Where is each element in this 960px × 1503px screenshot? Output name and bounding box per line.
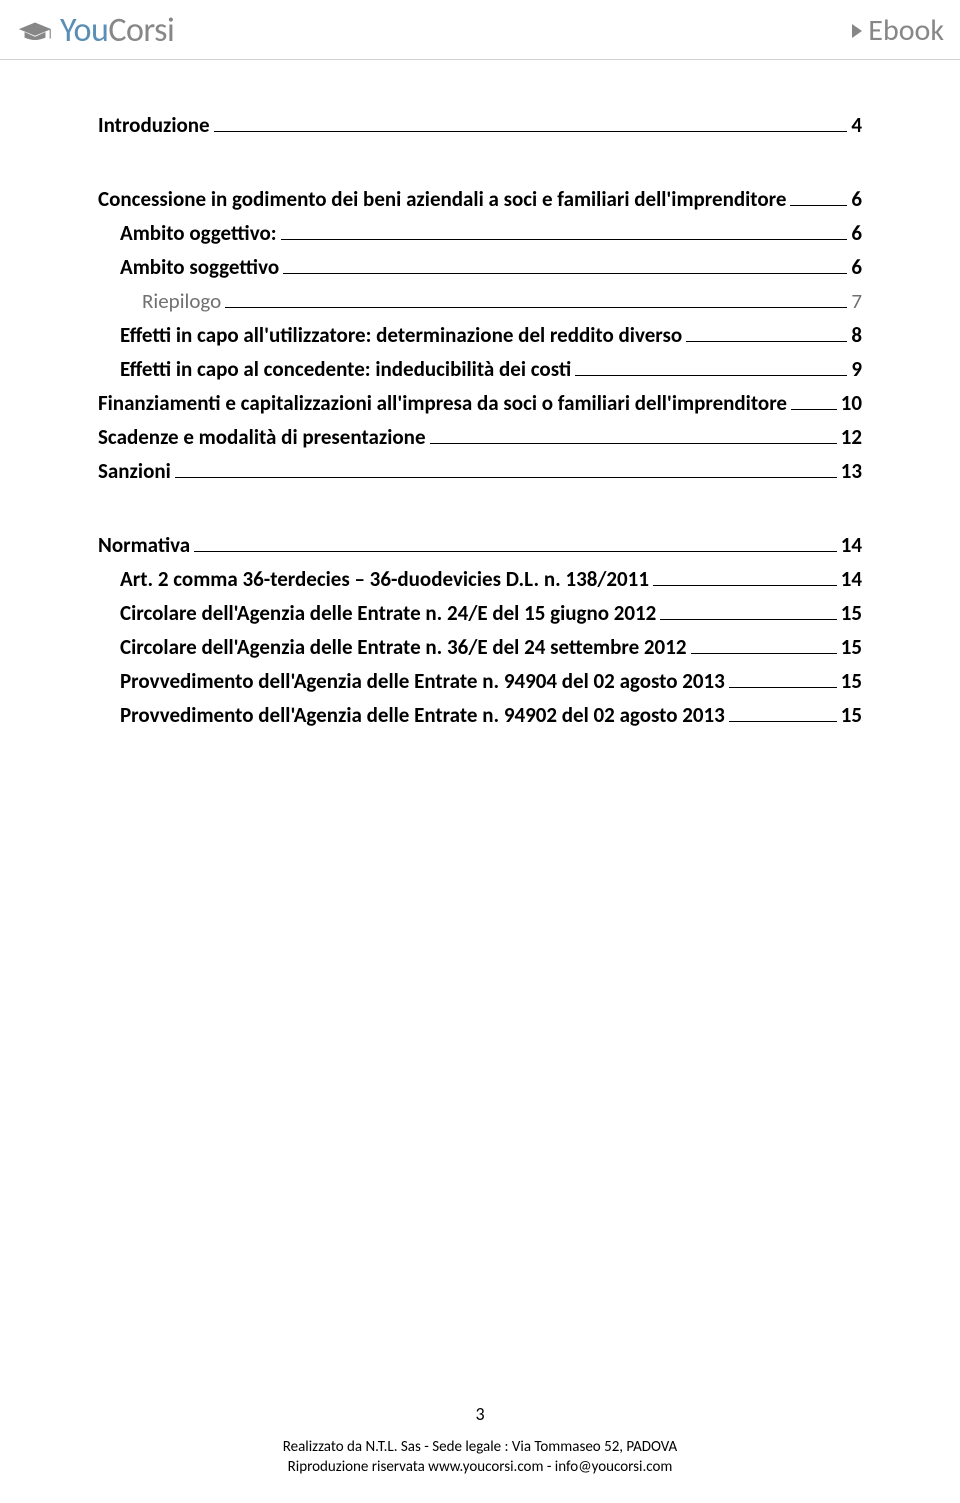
logo-text-you: You [60,10,108,51]
toc-row: Ambito soggettivo 6 [98,254,862,280]
toc-row: Effetti in capo al concedente: indeducib… [98,356,862,382]
logo: YouCorsi [16,10,174,51]
toc-page-number: 6 [851,220,862,246]
toc-row: Scadenze e modalità di presentazione 12 [98,424,862,450]
toc-label: Concessione in godimento dei beni aziend… [98,186,786,212]
toc-row: Circolare dell'Agenzia delle Entrate n. … [98,634,862,660]
toc-leader-line [729,721,837,722]
ebook-label-group: Ebook [852,12,944,49]
page-header: YouCorsi Ebook [0,0,960,60]
toc-page-number: 15 [841,600,862,626]
toc-row: Concessione in godimento dei beni aziend… [98,186,862,212]
toc-leader-line [686,341,847,342]
toc-row: Ambito oggettivo: 6 [98,220,862,246]
ebook-label: Ebook [868,12,944,49]
toc-label: Introduzione [98,112,210,138]
graduation-cap-icon [16,19,54,43]
toc-content: Introduzione 4 Concessione in godimento de… [0,60,960,728]
toc-label: Ambito oggettivo: [120,220,277,246]
toc-page-number: 10 [841,390,862,416]
toc-page-number: 14 [841,532,862,558]
toc-row: Riepilogo 7 [98,288,862,314]
toc-row: Art. 2 comma 36-terdecies – 36-duodevici… [98,566,862,592]
toc-page-number: 15 [841,702,862,728]
footer-line1: Realizzato da N.T.L. Sas - Sede legale :… [0,1437,960,1457]
toc-leader-line [194,551,837,552]
toc-leader-line [691,653,837,654]
toc-leader-line [791,409,837,410]
toc-label: Sanzioni [98,458,171,484]
toc-leader-line [225,307,847,308]
toc-label: Circolare dell'Agenzia delle Entrate n. … [120,634,687,660]
toc-label: Provvedimento dell'Agenzia delle Entrate… [120,702,725,728]
toc-page-number: 15 [841,668,862,694]
toc-page-number: 4 [851,112,862,138]
toc-page-number: 12 [841,424,862,450]
toc-page-number: 14 [841,566,862,592]
toc-label: Normativa [98,532,190,558]
logo-text: YouCorsi [60,10,174,51]
toc-row: Introduzione 4 [98,112,862,138]
toc-label: Scadenze e modalità di presentazione [98,424,426,450]
toc-row: Provvedimento dell'Agenzia delle Entrate… [98,668,862,694]
toc-label: Effetti in capo all'utilizzatore: determ… [120,322,682,348]
toc-row: Finanziamenti e capitalizzazioni all'imp… [98,390,862,416]
toc-label: Ambito soggettivo [120,254,279,280]
play-icon [852,24,862,38]
toc-label: Provvedimento dell'Agenzia delle Entrate… [120,668,725,694]
toc-label: Art. 2 comma 36-terdecies – 36-duodevici… [120,566,649,592]
toc-label: Finanziamenti e capitalizzazioni all'imp… [98,390,787,416]
toc-label: Riepilogo [142,288,221,314]
toc-page-number: 15 [841,634,862,660]
toc-row: Normativa 14 [98,532,862,558]
page-number: 3 [0,1402,960,1426]
toc-gap [98,492,862,532]
toc-page-number: 6 [851,254,862,280]
toc-label: Effetti in capo al concedente: indeducib… [120,356,571,382]
toc-leader-line [430,443,837,444]
toc-leader-line [575,375,847,376]
toc-leader-line [281,239,848,240]
toc-gap [98,146,862,186]
toc-page-number: 9 [851,356,862,382]
toc-leader-line [214,131,848,132]
toc-label: Circolare dell'Agenzia delle Entrate n. … [120,600,656,626]
toc-leader-line [653,585,837,586]
toc-page-number: 8 [851,322,862,348]
toc-leader-line [175,477,837,478]
toc-page-number: 13 [841,458,862,484]
footer-line2: Riproduzione riservata www.youcorsi.com … [0,1457,960,1477]
logo-text-corsi: Corsi [108,10,174,51]
toc-leader-line [283,273,847,274]
toc-row: Effetti in capo all'utilizzatore: determ… [98,322,862,348]
toc-row: Provvedimento dell'Agenzia delle Entrate… [98,702,862,728]
toc-row: Sanzioni 13 [98,458,862,484]
toc-page-number: 6 [851,186,862,212]
toc-leader-line [660,619,836,620]
toc-row: Circolare dell'Agenzia delle Entrate n. … [98,600,862,626]
toc-leader-line [729,687,837,688]
toc-page-number: 7 [851,288,862,314]
toc-leader-line [790,205,847,206]
page-footer: 3 Realizzato da N.T.L. Sas - Sede legale… [0,1402,960,1477]
